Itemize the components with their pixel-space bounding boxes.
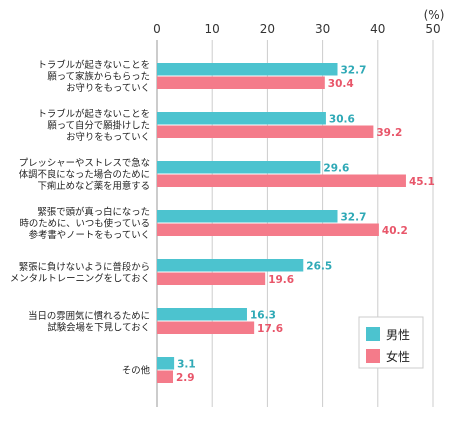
category-label: トラブルが起きないことを: [37, 59, 150, 71]
x-tick-label: 40: [370, 22, 385, 36]
legend-label: 男性: [386, 328, 410, 342]
bar-female: [157, 174, 406, 187]
value-label: 45.1: [409, 176, 435, 188]
category-label: メンタルトレーニングをしておく: [10, 272, 150, 284]
category-label: トラブルが起きないことを: [37, 108, 150, 120]
category-label: 参考書やノートをもっていく: [29, 229, 150, 241]
bar-male: [157, 259, 304, 272]
value-label: 29.6: [323, 163, 349, 175]
category-label: お守りをもっていく: [66, 131, 150, 143]
bar-female: [157, 370, 174, 383]
x-tick-label: 50: [425, 22, 440, 36]
category-label: 緊張に負けないように普段から: [19, 261, 150, 273]
value-label: 32.7: [341, 212, 367, 224]
bar-female: [157, 321, 255, 334]
value-label: 39.2: [376, 127, 402, 139]
bar-female: [157, 272, 266, 285]
unit-label: (%): [424, 8, 445, 22]
category-label: 体調不良になった場合のために: [19, 169, 150, 181]
bar-male: [157, 63, 338, 76]
value-label: 26.5: [306, 261, 332, 273]
legend-swatch: [366, 327, 380, 341]
legend-label: 女性: [386, 349, 410, 364]
category-label: その他: [122, 365, 151, 377]
category-label: プレッシャーやストレスで急な: [19, 157, 150, 169]
value-label: 16.3: [250, 310, 276, 322]
category-label: 願って自分で願掛けした: [47, 120, 150, 132]
value-label: 32.7: [341, 65, 367, 77]
bar-male: [157, 161, 321, 174]
category-label: 試験会場を下見しておく: [47, 321, 150, 333]
category-label: お守りをもっていく: [66, 82, 150, 94]
x-tick-label: 20: [260, 22, 275, 36]
value-label: 2.9: [176, 372, 195, 384]
x-tick-label: 0: [153, 22, 161, 36]
bar-male: [157, 357, 175, 370]
category-label: 時のために、いつも使っている: [19, 218, 150, 230]
category-label: 下痢止めなど薬を用意する: [37, 180, 150, 192]
value-label: 17.6: [257, 323, 283, 335]
bar-male: [157, 210, 338, 223]
value-label: 3.1: [177, 359, 196, 371]
bar-male: [157, 308, 247, 321]
value-label: 30.6: [329, 114, 355, 126]
x-tick-label: 30: [315, 22, 330, 36]
value-label: 30.4: [328, 78, 354, 90]
bar-female: [157, 223, 379, 236]
bar-female: [157, 76, 325, 89]
category-label: 願って家族からもらった: [47, 71, 150, 83]
legend-swatch: [366, 349, 380, 363]
value-label: 19.6: [268, 274, 294, 286]
value-label: 40.2: [382, 225, 408, 237]
bar-male: [157, 112, 326, 125]
x-tick-label: 10: [205, 22, 220, 36]
category-label: 緊張で頭が真っ白になった: [37, 206, 150, 218]
bar-female: [157, 125, 374, 138]
category-label: 当日の雰囲気に慣れるために: [28, 310, 150, 322]
